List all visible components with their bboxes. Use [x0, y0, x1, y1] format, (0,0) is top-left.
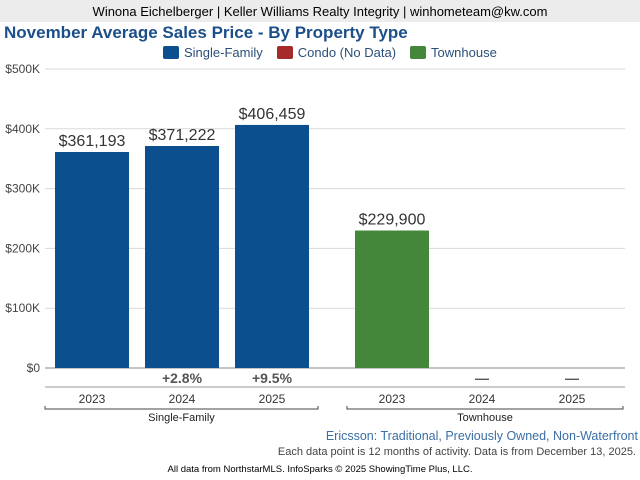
legend-label-condo: Condo (No Data): [297, 45, 397, 60]
bar: [145, 146, 219, 368]
filter-subtitle: Ericsson: Traditional, Previously Owned,…: [325, 429, 638, 443]
agent-header-bar: Winona Eichelberger | Keller Williams Re…: [0, 0, 640, 22]
yoy-change-label: +2.8%: [162, 370, 203, 386]
bar-value-label: $371,222: [149, 127, 216, 144]
bar-value-label: $229,900: [359, 212, 426, 229]
y-tick-label: $400K: [5, 122, 40, 136]
legend-item-condo[interactable]: Condo (No Data): [276, 45, 397, 60]
bar-value-label: $361,193: [59, 133, 126, 150]
chart-title: November Average Sales Price - By Proper…: [4, 23, 408, 42]
y-tick-label: $0: [27, 361, 41, 375]
x-tick-label: 2024: [469, 392, 496, 406]
x-tick-label: 2024: [169, 392, 196, 406]
agent-info-text: Winona Eichelberger | Keller Williams Re…: [92, 3, 548, 19]
yoy-change-label: +9.5%: [252, 370, 293, 386]
bar: [235, 124, 309, 368]
x-tick-label: 2023: [379, 392, 406, 406]
legend-label-townhouse: Townhouse: [431, 45, 497, 60]
legend-label-single-family: Single-Family: [184, 45, 263, 60]
bar-value-label: $406,459: [239, 106, 306, 123]
y-tick-label: $100K: [5, 301, 40, 315]
legend-item-townhouse[interactable]: Townhouse: [410, 45, 497, 60]
data-credit: All data from NorthstarMLS. InfoSparks ©…: [167, 464, 473, 475]
group-bracket: [44, 406, 319, 410]
legend-swatch-condo: [276, 46, 293, 59]
x-tick-label: 2023: [79, 392, 106, 406]
group-bracket: [346, 406, 624, 410]
y-tick-label: $200K: [5, 241, 40, 255]
legend-item-single-family[interactable]: Single-Family: [163, 45, 263, 60]
legend-swatch-townhouse: [410, 46, 427, 59]
yoy-change-label: —: [565, 370, 579, 386]
bar: [55, 152, 129, 368]
x-tick-label: 2025: [559, 392, 586, 406]
bar-chart: $0 $100K $200K $300K $400K $500K $361,193 2023 $…: [5, 62, 625, 424]
y-tick-label: $300K: [5, 182, 40, 196]
yoy-change-label: —: [475, 370, 489, 386]
group-label: Single-Family: [148, 412, 215, 424]
x-tick-label: 2025: [259, 392, 286, 406]
data-note: Each data point is 12 months of activity…: [277, 446, 636, 458]
group-label: Townhouse: [457, 412, 513, 424]
chart-legend: Single-Family Condo (No Data) Townhouse: [163, 45, 497, 60]
legend-swatch-single-family: [163, 46, 179, 59]
bar: [355, 230, 429, 368]
y-tick-label: $500K: [5, 62, 40, 76]
